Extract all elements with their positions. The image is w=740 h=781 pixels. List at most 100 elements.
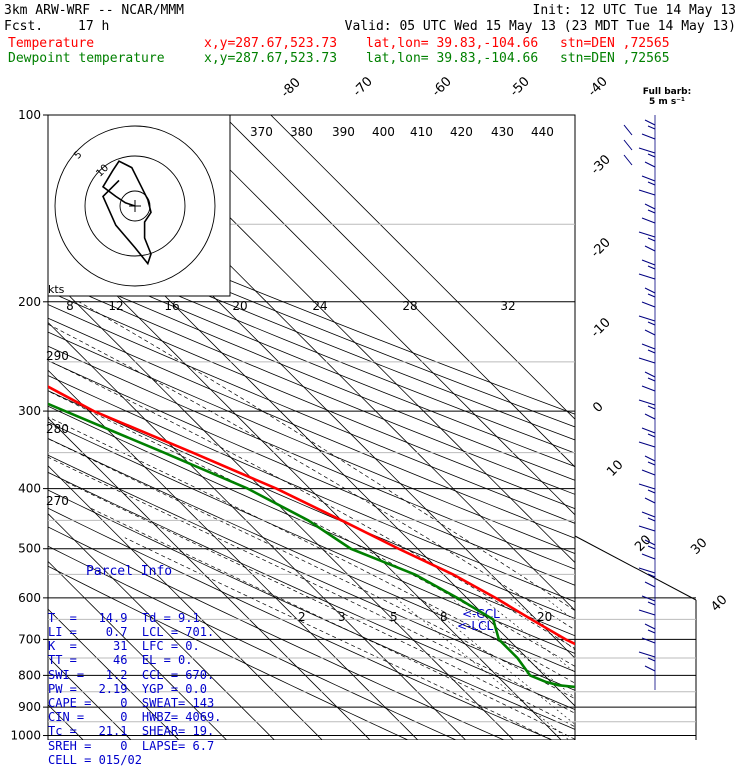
wind-barb (641, 427, 656, 434)
wind-barb (647, 489, 656, 494)
parcel-info-row: SWI = 1.2 CCL = 670. (48, 667, 215, 682)
pressure-tick-label: 900 (18, 700, 41, 714)
dewpoint-xy: x,y=287.67,523.73 (204, 51, 338, 66)
pressure-tick-label: 500 (18, 542, 41, 556)
pressure-tick-label: 700 (18, 632, 41, 646)
wind-barb (641, 217, 656, 224)
dry-adiabat-label: 390 (332, 125, 355, 139)
dry-adiabat-label: 380 (290, 125, 313, 139)
wind-barb (647, 545, 656, 550)
hodograph-ring (84, 155, 186, 257)
dry-adiabat-line (48, 489, 575, 730)
isotherm-line (48, 608, 180, 740)
pressure-tick-label: 200 (18, 295, 41, 309)
mixing-ratio-label: 8 (440, 610, 448, 624)
isotherm-label: 30 (688, 536, 710, 558)
hodograph-axis-tick: 32 (500, 299, 515, 313)
forecast-label: Fcst. (4, 19, 44, 34)
wind-barb (638, 189, 656, 196)
moist-adiabat-line (90, 507, 575, 740)
wind-barb (647, 209, 656, 214)
parcel-info-row: Tc = 21.1 SHEAR= 19. (48, 724, 215, 739)
mixing-ratio-label: 5 (390, 610, 398, 624)
model-title: 3km ARW-WRF -- NCAR/MMM (4, 3, 185, 18)
isotherm-label: -70 (350, 74, 376, 100)
frame-extension (574, 535, 697, 601)
dry-adiabat-line (48, 507, 554, 740)
pressure-tick-label: 300 (18, 404, 41, 418)
isotherm-line (48, 704, 84, 740)
wind-barb (641, 469, 656, 476)
wind-barb (644, 245, 656, 252)
dry-adiabat-line (48, 421, 575, 654)
hodograph-axis-tick: 8 (66, 299, 74, 313)
temperature-station: stn=DEN ,72565 (560, 36, 670, 51)
isotherm-line (48, 560, 228, 740)
wind-barb (647, 293, 656, 298)
valid-time: Valid: 05 UTC Wed 15 May 13 (23 MDT Tue … (344, 19, 736, 34)
mixing-ratio-label: 20 (537, 610, 552, 624)
wind-barb (644, 287, 656, 294)
mixing-ratio-line (395, 597, 570, 740)
dry-adiabat-line (48, 565, 409, 740)
isotherm-label: -40 (585, 74, 611, 100)
dry-adiabat-line (48, 375, 575, 603)
wind-barb (644, 203, 656, 210)
parcel-info-title: Parcel Info (86, 564, 173, 580)
parcel-info-row: TT = 46 EL = 0. (48, 653, 193, 668)
moist-adiabat-line (78, 301, 575, 612)
parcel-info-row: CIN = 0 HWBZ= 4069. (48, 710, 222, 725)
wind-barb (647, 405, 656, 410)
mixing-ratio-label: 2 (298, 610, 306, 624)
wind-barb (638, 147, 656, 154)
wind-barb (647, 237, 656, 242)
dry-adiabat-line (48, 405, 575, 637)
wind-barb (641, 553, 656, 560)
moist-adiabat-line (124, 537, 553, 740)
wind-barb (623, 139, 633, 151)
dry-adiabat-line (48, 454, 575, 691)
wind-barb (644, 371, 656, 378)
wind-barb (638, 525, 656, 532)
isotherm-line (270, 115, 575, 420)
wind-barb (641, 385, 656, 392)
moist-adiabat-line (48, 323, 575, 631)
wind-barb (638, 315, 656, 322)
hodograph-ring (54, 125, 216, 287)
wind-barb (644, 581, 656, 588)
wind-barb (644, 455, 656, 462)
barb-key-title: Full barb: (643, 87, 691, 97)
wind-barb (647, 125, 656, 130)
dry-adiabat-label: 290 (46, 349, 69, 363)
wind-barb (644, 161, 656, 168)
wind-barb (647, 517, 656, 522)
parcel-info-row: K = 31 LFC = 0. (48, 639, 200, 654)
dry-adiabat-line (48, 526, 506, 740)
hodograph-kts-label: kts (48, 283, 65, 296)
wind-barb (638, 357, 656, 364)
wind-barb (638, 651, 656, 658)
wind-barb (638, 441, 656, 448)
hodograph-axis-tick: 12 (108, 299, 123, 313)
wind-barb (647, 153, 656, 158)
wind-barb (638, 399, 656, 406)
forecast-hour: 17 h (78, 19, 110, 34)
wind-barb (647, 321, 656, 326)
isotherm-label: -60 (429, 74, 455, 100)
wind-barb (647, 181, 656, 186)
isotherm-line (222, 115, 575, 468)
wind-barb (647, 461, 656, 466)
isotherm-label: -10 (588, 315, 614, 341)
dry-adiabat-line (48, 545, 457, 740)
dry-adiabat-line (48, 471, 575, 711)
mixing-ratio-line (450, 597, 575, 699)
temperature-xy: x,y=287.67,523.73 (204, 36, 338, 51)
pressure-tick-label: 400 (18, 482, 41, 496)
dry-adiabat-label: 370 (250, 125, 273, 139)
wind-barb (641, 133, 656, 140)
wind-barb (641, 595, 656, 602)
dry-adiabat-label: 410 (410, 125, 433, 139)
dry-adiabat-label: 440 (531, 125, 554, 139)
wind-barb (647, 629, 656, 634)
wind-barb (638, 231, 656, 238)
